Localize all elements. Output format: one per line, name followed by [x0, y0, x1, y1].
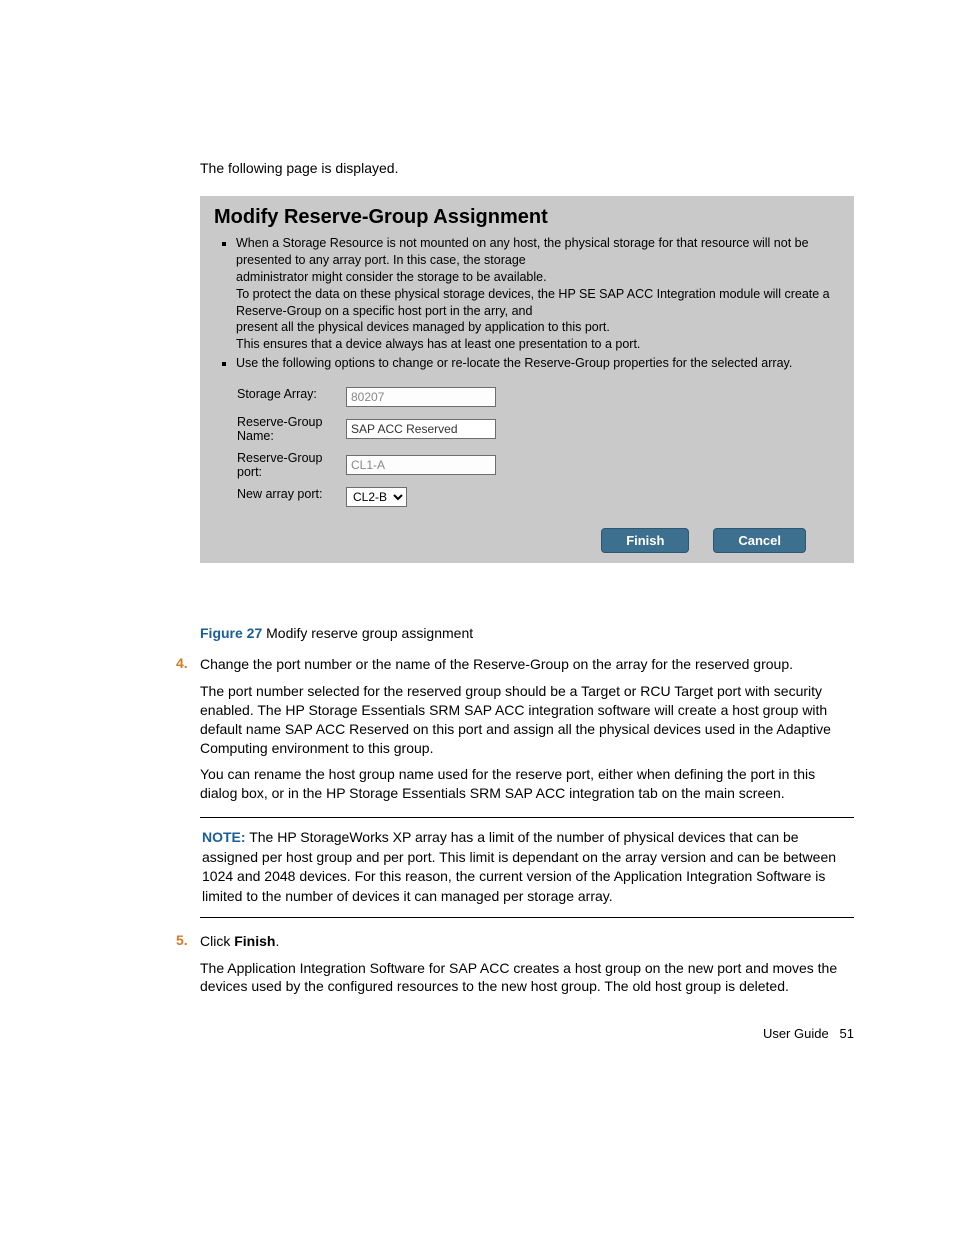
reserve-group-port-label: Reserve-Group port:: [236, 450, 345, 480]
storage-array-label: Storage Array:: [236, 386, 345, 408]
page-footer: User Guide 51: [170, 1026, 854, 1041]
intro-text: The following page is displayed.: [200, 160, 854, 176]
reserve-group-port-input: [346, 455, 496, 475]
figure-caption: Figure 27 Modify reserve group assignmen…: [200, 625, 854, 641]
dialog-panel: Modify Reserve-Group Assignment When a S…: [200, 196, 854, 607]
step-5-p1: Click Finish.: [200, 932, 854, 951]
steps-list: 4. Change the port number or the name of…: [176, 655, 854, 996]
bullet-2: Use the following options to change or r…: [236, 355, 840, 372]
step-5-p2: The Application Integration Software for…: [200, 959, 854, 997]
bullet-1-text: When a Storage Resource is not mounted o…: [236, 235, 840, 353]
reserve-group-name-label: Reserve-Group Name:: [236, 414, 345, 444]
new-array-port-select[interactable]: CL2-B: [346, 487, 407, 507]
button-row: Finish Cancel: [214, 528, 840, 553]
footer-label: User Guide: [763, 1026, 829, 1041]
dialog-bullets: When a Storage Resource is not mounted o…: [214, 235, 840, 372]
step-4-p2: The port number selected for the reserve…: [200, 682, 854, 758]
step-4-p1: Change the port number or the name of th…: [200, 655, 854, 674]
figure-label: Figure 27: [200, 625, 262, 641]
step-4-number: 4.: [176, 655, 188, 671]
reserve-group-name-input[interactable]: [346, 419, 496, 439]
form-table: Storage Array: Reserve-Group Name: Reser…: [236, 380, 497, 514]
dialog-title: Modify Reserve-Group Assignment: [214, 206, 840, 229]
bullet-1: When a Storage Resource is not mounted o…: [236, 235, 840, 353]
step-5: 5. Click Finish. The Application Integra…: [176, 932, 854, 997]
step-4: 4. Change the port number or the name of…: [176, 655, 854, 918]
note-box: NOTE: The HP StorageWorks XP array has a…: [200, 817, 854, 917]
finish-bold: Finish: [234, 933, 275, 949]
finish-button[interactable]: Finish: [601, 528, 689, 553]
new-array-port-label: New array port:: [236, 486, 345, 508]
storage-array-input: [346, 387, 496, 407]
step-4-p3: You can rename the host group name used …: [200, 765, 854, 803]
step-5-number: 5.: [176, 932, 188, 948]
document-page: The following page is displayed. Modify …: [0, 0, 954, 1121]
note-label: NOTE:: [202, 829, 246, 845]
footer-page: 51: [840, 1026, 854, 1041]
white-strip: [200, 563, 854, 607]
cancel-button[interactable]: Cancel: [713, 528, 806, 553]
